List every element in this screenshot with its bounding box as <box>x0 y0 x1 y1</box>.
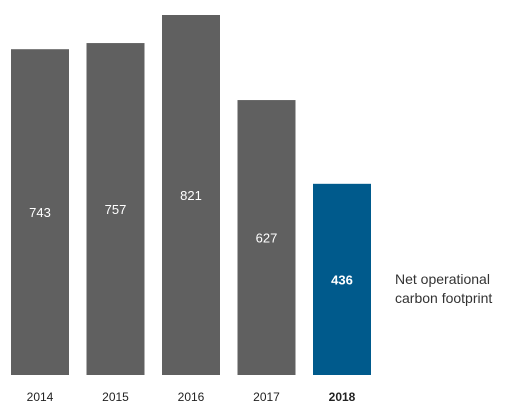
bar-2014 <box>11 49 69 375</box>
value-labels-group: 743 757 821 627 436 <box>29 188 353 287</box>
x-tick-2017: 2017 <box>253 390 280 404</box>
x-tick-2015: 2015 <box>102 390 129 404</box>
bars-group <box>11 15 371 376</box>
x-axis-ticks: 2014 2015 2016 2017 2018 <box>27 390 356 404</box>
value-label-2017: 627 <box>256 231 278 246</box>
bar-2016 <box>162 15 220 375</box>
chart-annotation: Net operational carbon footprint <box>395 271 493 306</box>
value-label-2015: 757 <box>105 202 127 217</box>
value-label-2014: 743 <box>29 205 51 220</box>
bar-2017 <box>237 100 296 376</box>
x-tick-2016: 2016 <box>178 390 205 404</box>
x-tick-2014: 2014 <box>27 390 54 404</box>
value-label-2016: 821 <box>180 188 202 203</box>
x-tick-2018: 2018 <box>329 390 356 404</box>
bar-2015 <box>86 43 145 376</box>
value-label-2018: 436 <box>331 272 353 287</box>
bar-2018 <box>313 183 371 375</box>
